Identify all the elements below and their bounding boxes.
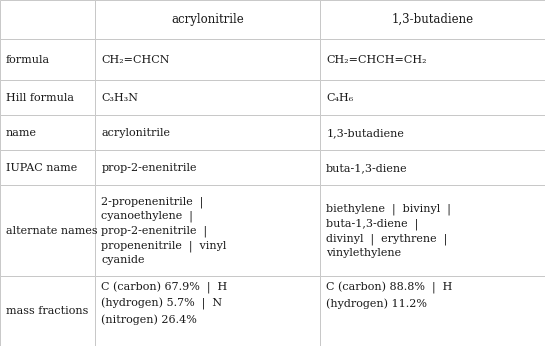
Bar [0, 151, 95, 185]
Text: mass fractions: mass fractions [6, 306, 88, 316]
Bar [320, 80, 545, 115]
Text: C₃H₃N: C₃H₃N [101, 93, 138, 103]
Text: 1,3-butadiene: 1,3-butadiene [391, 13, 474, 26]
Text: alternate names: alternate names [6, 226, 98, 236]
Text: formula: formula [6, 55, 50, 65]
Bar [320, 185, 545, 276]
Text: C₄H₆: C₄H₆ [326, 93, 354, 103]
Text: acrylonitrile: acrylonitrile [172, 13, 244, 26]
Text: buta-1,3-diene: buta-1,3-diene [326, 163, 408, 173]
Text: acrylonitrile: acrylonitrile [101, 128, 171, 138]
Text: CH₂=CHCN: CH₂=CHCN [101, 55, 170, 65]
Text: name: name [6, 128, 37, 138]
Bar [95, 185, 320, 276]
Bar [320, 0, 545, 39]
Bar [0, 115, 95, 151]
Text: prop-2-enenitrile: prop-2-enenitrile [101, 163, 197, 173]
Bar [95, 0, 320, 39]
Text: Hill formula: Hill formula [6, 93, 74, 103]
Bar [320, 115, 545, 151]
Bar [320, 39, 545, 80]
Text: 2-propenenitrile  |
cyanoethylene  |
prop-2-enenitrile  |
propenenitrile  |  vin: 2-propenenitrile | cyanoethylene | prop-… [101, 196, 227, 265]
Text: IUPAC name: IUPAC name [6, 163, 77, 173]
Bar [0, 80, 95, 115]
Text: 1,3-butadiene: 1,3-butadiene [326, 128, 404, 138]
Bar [95, 151, 320, 185]
Bar [95, 115, 320, 151]
Bar [95, 80, 320, 115]
Bar [95, 276, 320, 346]
Text: biethylene  |  bivinyl  |
buta-1,3-diene  |
divinyl  |  erythrene  |
vinylethyle: biethylene | bivinyl | buta-1,3-diene | … [326, 203, 451, 258]
Bar [0, 0, 95, 39]
Text: CH₂=CHCH=CH₂: CH₂=CHCH=CH₂ [326, 55, 427, 65]
Bar [320, 151, 545, 185]
Text: C (carbon) 88.8%  |  H
(hydrogen) 11.2%: C (carbon) 88.8% | H (hydrogen) 11.2% [326, 282, 452, 309]
Bar [0, 185, 95, 276]
Bar [0, 39, 95, 80]
Bar [320, 276, 545, 346]
Bar [95, 39, 320, 80]
Bar [0, 276, 95, 346]
Text: C (carbon) 67.9%  |  H
(hydrogen) 5.7%  |  N
(nitrogen) 26.4%: C (carbon) 67.9% | H (hydrogen) 5.7% | N… [101, 282, 228, 325]
